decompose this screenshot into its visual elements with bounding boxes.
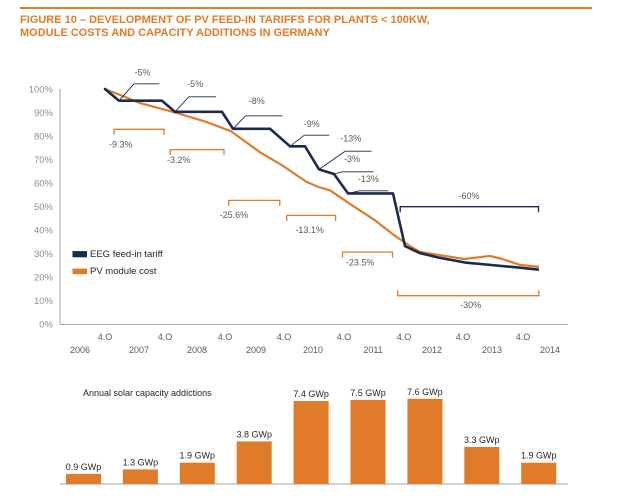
svg-text:60%: 60% — [34, 179, 54, 190]
svg-text:PV module cost: PV module cost — [90, 266, 157, 277]
svg-text:4.Q: 4.Q — [516, 332, 531, 340]
svg-text:90%: 90% — [34, 108, 54, 119]
svg-text:70%: 70% — [34, 155, 54, 166]
svg-text:-9%: -9% — [304, 119, 320, 129]
svg-text:7.5 GWp: 7.5 GWp — [350, 388, 386, 398]
svg-text:-9.3%: -9.3% — [109, 139, 133, 149]
svg-text:-60%: -60% — [458, 191, 479, 201]
svg-text:1.9 GWp: 1.9 GWp — [180, 451, 216, 461]
svg-text:1.3 GWp: 1.3 GWp — [123, 457, 159, 467]
svg-text:3.3 GWp: 3.3 GWp — [464, 435, 500, 445]
svg-text:40%: 40% — [34, 226, 54, 237]
svg-text:0.9 GWp: 0.9 GWp — [66, 462, 102, 472]
svg-text:30%: 30% — [34, 249, 54, 260]
svg-text:-3.2%: -3.2% — [167, 155, 191, 165]
svg-text:-30%: -30% — [460, 300, 481, 310]
svg-text:10%: 10% — [34, 296, 54, 307]
svg-text:1.9 GWp: 1.9 GWp — [521, 451, 557, 461]
svg-text:-3%: -3% — [344, 154, 360, 164]
svg-text:-13%: -13% — [340, 134, 361, 144]
svg-text:50%: 50% — [34, 202, 54, 213]
svg-text:4.Q: 4.Q — [277, 332, 292, 340]
svg-text:7.4 GWp: 7.4 GWp — [293, 389, 329, 399]
svg-text:-25.6%: -25.6% — [220, 210, 249, 220]
svg-text:0%: 0% — [39, 320, 53, 331]
svg-text:20%: 20% — [34, 273, 54, 284]
svg-text:-13%: -13% — [358, 174, 379, 184]
svg-text:7.6 GWp: 7.6 GWp — [407, 387, 443, 397]
svg-text:100%: 100% — [29, 85, 54, 96]
svg-text:3.8 GWp: 3.8 GWp — [236, 429, 272, 439]
svg-text:4.Q: 4.Q — [218, 332, 233, 340]
svg-text:4.Q: 4.Q — [337, 332, 352, 340]
svg-text:-13.1%: -13.1% — [295, 225, 324, 235]
svg-text:80%: 80% — [34, 132, 54, 143]
svg-text:4.Q: 4.Q — [397, 332, 412, 340]
svg-text:EEG feed-in tariff: EEG feed-in tariff — [90, 249, 163, 260]
svg-text:4.Q: 4.Q — [456, 332, 471, 340]
svg-text:4.Q: 4.Q — [98, 332, 113, 340]
svg-text:-5%: -5% — [187, 79, 203, 89]
svg-text:-8%: -8% — [249, 96, 265, 106]
svg-text:4.Q: 4.Q — [158, 332, 173, 340]
svg-text:-5%: -5% — [134, 67, 150, 77]
svg-text:-23.5%: -23.5% — [346, 258, 375, 268]
